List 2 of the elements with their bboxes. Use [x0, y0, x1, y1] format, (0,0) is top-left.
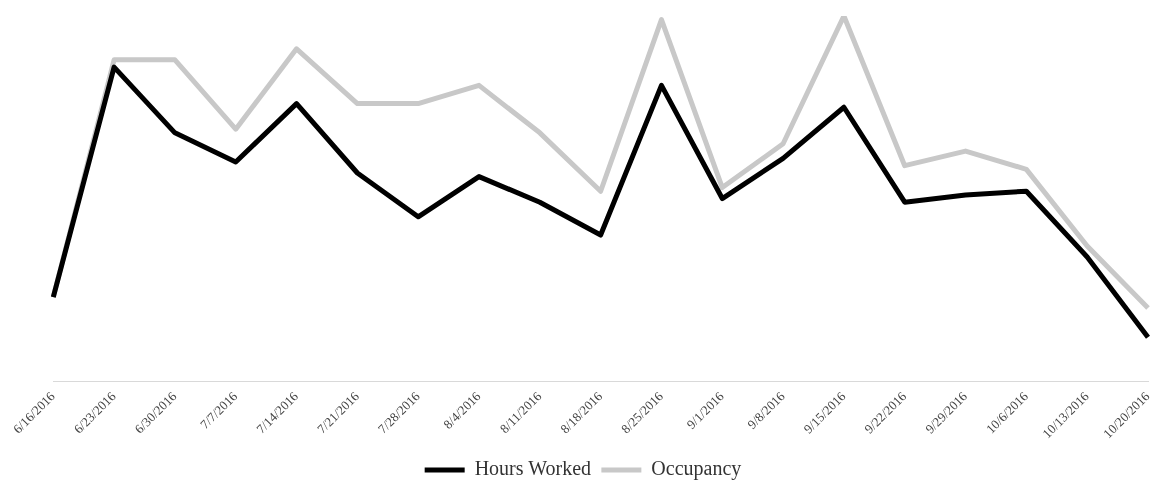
legend-label: Occupancy [651, 457, 742, 481]
legend-label: Hours Worked [474, 457, 592, 480]
